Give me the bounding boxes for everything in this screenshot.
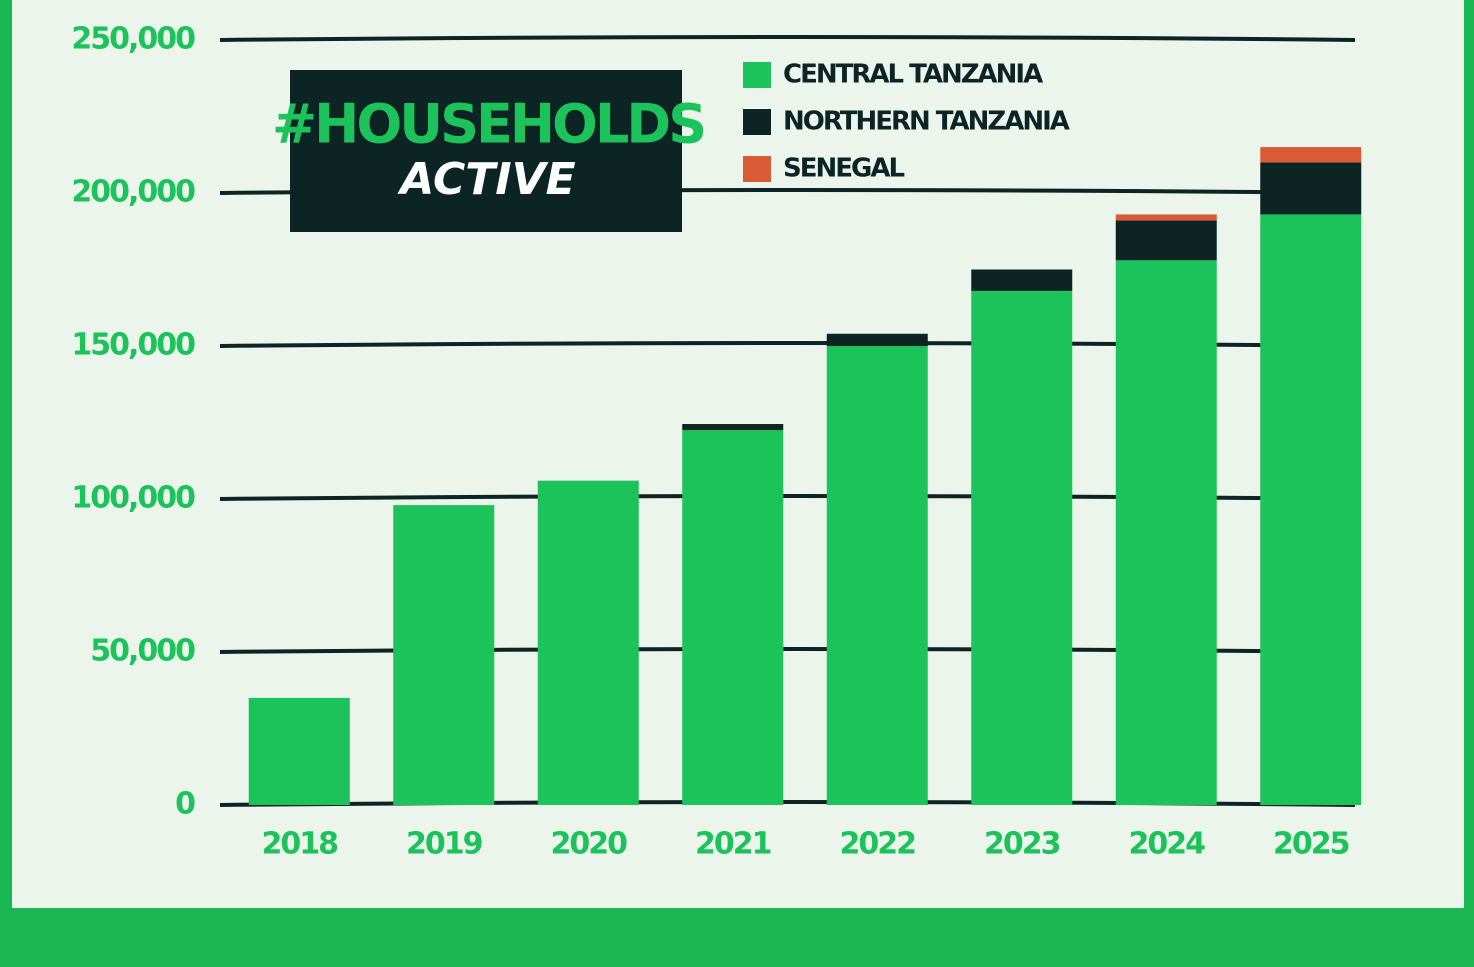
bar-segment <box>826 346 928 805</box>
grid-line <box>219 35 1356 42</box>
y-tick-label: 200,000 <box>71 175 195 210</box>
legend-label: SENEGAL <box>783 154 904 184</box>
bar-segment <box>971 290 1073 805</box>
bar-segment <box>682 424 784 431</box>
legend-label: NORTHERN TANZANIA <box>783 107 1070 137</box>
bar-segment <box>393 505 495 805</box>
bar-segment <box>248 697 350 805</box>
chart-subtitle: ACTIVE <box>397 154 575 205</box>
legend-swatch <box>743 62 771 88</box>
bar-segment <box>537 480 639 805</box>
x-tick-label: 2019 <box>406 827 482 862</box>
legend-label: CENTRAL TANZANIA <box>783 60 1043 90</box>
title-box <box>290 70 682 232</box>
y-tick-label: 250,000 <box>71 22 195 57</box>
x-tick-label: 2025 <box>1273 827 1349 862</box>
x-tick-label: 2018 <box>262 827 339 862</box>
grid <box>219 35 1356 807</box>
bar-segment <box>1260 214 1362 806</box>
bar-segment <box>826 333 928 346</box>
bar-segment <box>1115 214 1217 221</box>
x-tick-label: 2021 <box>695 827 771 862</box>
legend-swatch <box>743 109 771 135</box>
x-tick-label: 2020 <box>551 827 628 862</box>
bars <box>248 147 1362 806</box>
bar-segment <box>682 430 784 805</box>
y-tick-label: 100,000 <box>71 481 195 516</box>
x-tick-label: 2024 <box>1129 827 1206 862</box>
chart-title: #HOUSEHOLDS <box>272 93 704 156</box>
bar-segment <box>1115 260 1217 805</box>
y-tick-label: 0 <box>175 787 195 822</box>
bar-segment <box>971 269 1073 291</box>
x-tick-label: 2023 <box>984 827 1060 862</box>
legend-swatch <box>743 156 771 182</box>
y-tick-label: 50,000 <box>90 634 195 669</box>
y-tick-label: 150,000 <box>71 328 195 363</box>
bar-segment <box>1260 162 1362 215</box>
bar-segment <box>1115 220 1217 261</box>
x-tick-label: 2022 <box>840 827 916 862</box>
bar-segment <box>1260 147 1362 163</box>
